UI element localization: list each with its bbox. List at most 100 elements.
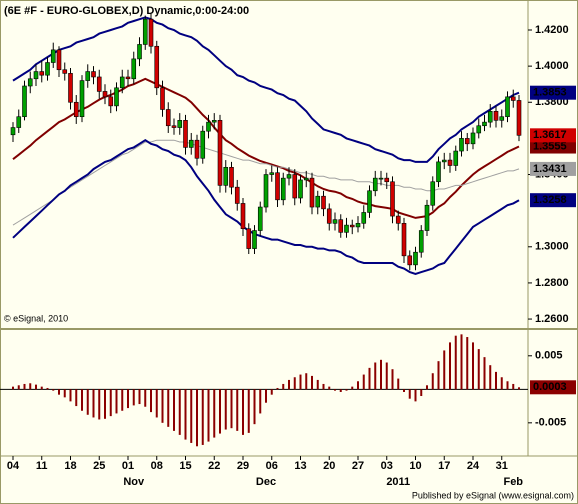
histogram-bar [518, 387, 520, 390]
histogram-bar [52, 389, 55, 391]
candle-body [229, 167, 234, 188]
candle-body [482, 121, 487, 127]
candle-body [22, 85, 27, 118]
candle-body [487, 110, 493, 123]
candle-body [476, 125, 482, 134]
x-tick-label: 06 [266, 460, 278, 472]
histogram-bar [449, 342, 451, 390]
histogram-bar [184, 389, 187, 440]
candle-body [332, 219, 338, 224]
candle-body [464, 138, 470, 145]
histogram-bar [334, 389, 336, 391]
histogram-bar [322, 383, 325, 390]
candle-body [344, 224, 349, 233]
candle-body [470, 132, 476, 145]
candle-body [263, 174, 269, 208]
candle-body [407, 255, 413, 266]
candle-body [246, 228, 252, 249]
candle-body [211, 120, 217, 123]
candle-body [367, 190, 372, 213]
histogram-bar [207, 389, 210, 442]
histogram-bar [265, 389, 267, 403]
candle-body [125, 76, 131, 80]
histogram-bar [397, 378, 400, 390]
histogram-bar [495, 371, 497, 390]
x-tick-label: 10 [409, 460, 421, 472]
histogram-bar [368, 367, 371, 390]
candle-body [177, 120, 183, 128]
candle-body [91, 71, 96, 78]
candle-body [390, 181, 395, 217]
histogram-bar [167, 389, 170, 427]
candle-body [160, 87, 165, 110]
candle-body [68, 73, 73, 103]
x-tick-label: 22 [208, 460, 220, 472]
candle-body [430, 181, 436, 206]
candle-body [315, 195, 321, 208]
histogram-bar [288, 379, 290, 390]
copyright: © eSignal, 2010 [4, 313, 68, 323]
indicator-line [12, 139, 520, 275]
last-value-label-box [530, 85, 576, 100]
x-tick-label: 29 [237, 460, 249, 472]
histogram-bar [247, 389, 250, 433]
candle-body [252, 230, 257, 249]
candle-body [413, 251, 418, 266]
candle-body [269, 172, 275, 175]
histogram-bar [282, 383, 285, 390]
histogram-bar [460, 334, 463, 390]
indicator-line [12, 77, 520, 219]
y-tick-label: -0.005 [535, 417, 566, 429]
x-month-label: Dec [256, 476, 276, 488]
y-tick-label: 1.4200 [535, 24, 569, 36]
candle-body [131, 58, 137, 80]
histogram-bar [63, 389, 66, 398]
histogram-bar [351, 386, 354, 390]
histogram-bar [178, 389, 181, 435]
histogram-bar [305, 373, 308, 390]
indicator-line [12, 16, 520, 163]
x-tick-label: 11 [36, 460, 48, 472]
histogram-bar [414, 389, 417, 402]
candle-body [395, 215, 401, 224]
histogram-bar [109, 389, 112, 417]
histogram-bar [299, 374, 302, 390]
candle-body [459, 138, 464, 152]
x-month-label: 2011 [386, 476, 410, 488]
x-tick-label: 15 [179, 460, 191, 472]
y-tick-label: 1.4000 [535, 60, 569, 72]
histogram-bar [40, 386, 43, 390]
x-tick-label: 01 [122, 460, 134, 472]
histogram-bar [403, 389, 405, 392]
histogram-bar [46, 387, 49, 390]
histogram-bar [483, 357, 486, 390]
histogram-bar [443, 350, 446, 390]
candle-body [85, 71, 91, 81]
histogram-bar [230, 389, 233, 429]
histogram-bar [98, 389, 101, 420]
histogram-bar [512, 383, 515, 390]
candle-body [309, 177, 315, 208]
candle-body [384, 177, 390, 183]
histogram-bar [339, 389, 342, 392]
candle-body [33, 71, 39, 80]
candle-body [355, 223, 361, 228]
histogram-bar [477, 349, 480, 390]
histogram-bar [17, 385, 20, 390]
histogram-bar [69, 389, 72, 402]
candle-body [137, 44, 142, 60]
histogram-bar [236, 389, 239, 431]
histogram-bar [500, 377, 503, 390]
last-value-label: 1.3555 [533, 140, 567, 152]
y-tick-label: 1.2600 [535, 313, 569, 325]
candle-body [62, 69, 68, 74]
histogram-bar [127, 389, 129, 409]
y-tick-label: 1.3000 [535, 241, 569, 253]
histogram-bar [253, 389, 256, 425]
candle-body [56, 49, 62, 71]
x-tick-label: 13 [294, 460, 306, 472]
histogram-bar [385, 362, 388, 390]
last-value-label-box [530, 139, 576, 154]
candle-body [154, 45, 160, 89]
